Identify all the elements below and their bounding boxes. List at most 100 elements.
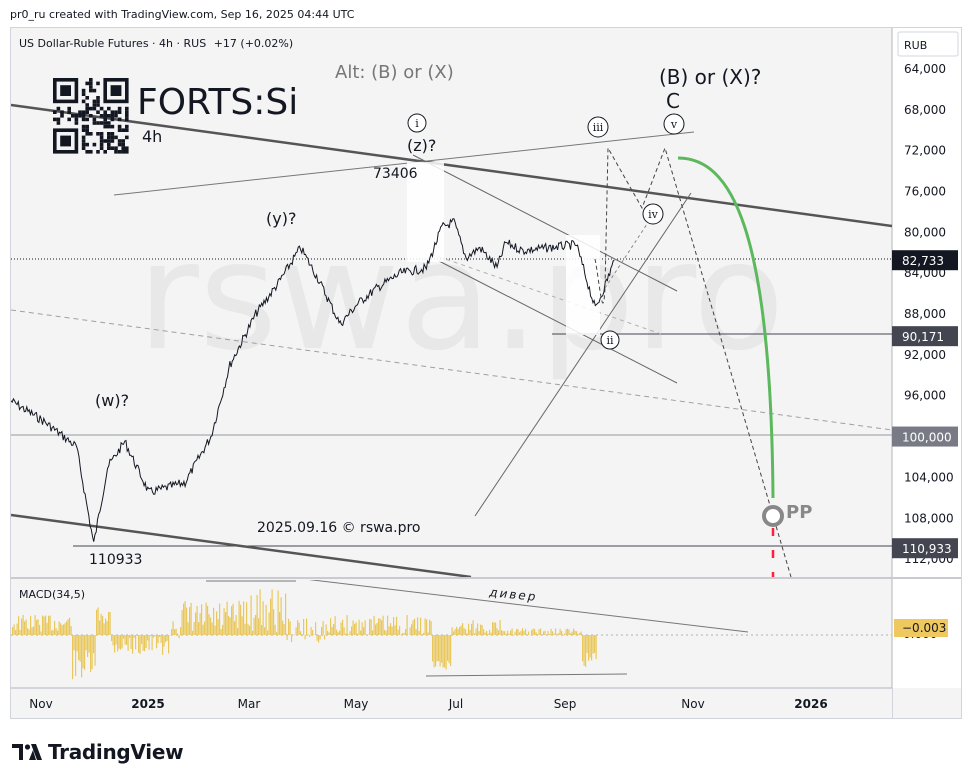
macd-bar [270,598,272,635]
macd-bar [291,635,293,642]
trendline-upper-thick[interactable] [11,103,892,228]
b-or-x-label: (B) or (X)? [659,65,761,89]
macd-bar [336,629,338,635]
macd-bar [94,635,96,666]
macd-bar [130,635,132,649]
wave-ii-marker[interactable]: ii [600,330,620,350]
macd-label[interactable]: MACD(34,5) [19,588,85,601]
macd-bar [13,624,15,635]
macd-bar [556,635,558,636]
macd-bar [573,628,575,635]
macd-bar [151,635,153,651]
macd-bar [204,621,206,635]
price-badge-label: 110,933 [902,542,952,556]
macd-bar [567,628,569,635]
macd-bar [73,635,75,651]
macd-bar [133,635,135,638]
macd-bar [198,622,200,635]
macd-bar [118,635,120,649]
rising-line[interactable] [474,192,692,517]
macd-bar [555,628,557,635]
macd-bar [537,634,539,635]
macd-bar [186,607,188,635]
macd-bar [34,615,36,635]
macd-bar [135,635,137,650]
macd-bar [115,635,117,645]
macd-bar [48,615,50,635]
macd-bar [16,623,18,635]
macd-bar [372,630,374,635]
macd-bar [220,629,222,635]
alt-label: Alt: (B) or (X) [335,62,454,83]
macd-bar [237,628,239,635]
macd-bar [147,635,149,641]
macd-bar [282,620,284,635]
macd-bar [315,622,317,635]
macd-divergence-line-bottom[interactable] [425,673,628,677]
time-tick-label: Nov [681,697,704,711]
macd-bar [99,620,101,635]
macd-bar [265,605,267,635]
macd-bar [484,632,486,635]
macd-divergence-line-top[interactable] [296,578,749,633]
macd-bar [519,632,521,635]
wave-iv-marker[interactable]: iv [642,203,664,225]
macd-bar [54,621,56,635]
macd-bar [547,631,549,635]
svg-text:v: v [670,118,678,131]
macd-value-badge [894,619,948,637]
highlight-box-sep[interactable] [566,235,600,335]
price-axis-ticks: 64,00068,00072,00076,00080,00084,00088,0… [904,62,954,566]
macd-bar [442,635,444,668]
macd-bar [514,631,516,635]
macd-bar [535,632,537,635]
macd-bar [283,624,285,635]
wave-i-marker[interactable]: i [407,113,427,133]
wave-iii-marker[interactable]: iii [587,116,609,138]
macd-bar [405,629,407,635]
tradingview-logo[interactable]: TradingView [12,740,184,764]
highlight-box-high[interactable] [407,162,444,262]
thin-line-1[interactable] [113,131,695,196]
currency-box[interactable] [897,31,959,57]
macd-bar [450,635,452,667]
macd-bar [549,634,551,635]
macd-bar [114,635,116,653]
wave-v-marker[interactable]: v [663,113,685,135]
price-series-line[interactable] [11,218,615,542]
macd-bar [234,621,236,635]
macd-bar [30,615,32,635]
wave-c-label: C [666,89,680,113]
pp-marker[interactable] [762,505,784,527]
time-tick-label: May [344,697,369,711]
channel-line-b[interactable] [438,260,678,384]
chart-frame[interactable]: rswa.pro RUB 64,000 68,000 72,000 76,000 80,… [10,27,962,719]
macd-bar [361,622,363,635]
macd-histogram[interactable] [12,589,597,680]
macd-bar [543,631,545,635]
price-tick-label: 72,000 [904,144,946,158]
legend-symbol[interactable]: US Dollar-Ruble Futures · 4h · RUS +17 (… [19,37,293,50]
macd-bar [25,619,27,635]
macd-bar [354,623,356,635]
macd-bar [132,635,134,654]
macd-bar [295,627,297,635]
macd-bar [264,627,266,635]
projection-green-curve[interactable] [677,156,775,499]
macd-bar [351,626,353,635]
macd-bar [349,631,351,635]
dashed-trendline[interactable] [11,309,892,431]
macd-bar [342,619,344,635]
projection-dashed-up[interactable] [594,146,792,577]
macd-bar [277,590,279,635]
trendline-lower-thick[interactable] [11,513,472,577]
macd-bar [444,635,446,668]
macd-bar [69,617,71,635]
macd-bar [178,635,180,639]
macd-bar [93,635,95,654]
macd-bar [387,615,389,635]
chart-svg[interactable]: rswa.pro RUB 64,000 68,000 72,000 76,000 80,… [11,28,961,718]
macd-bar [502,631,504,635]
macd-bar [232,603,234,635]
channel-line-a[interactable] [412,154,678,292]
